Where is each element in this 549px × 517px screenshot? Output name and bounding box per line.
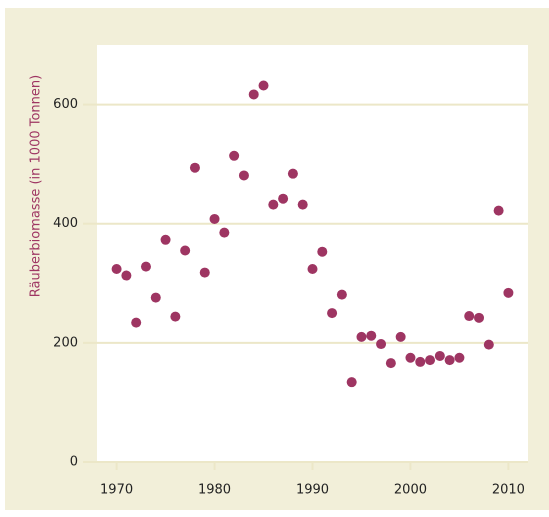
- point: [219, 227, 230, 238]
- point: [199, 267, 210, 278]
- point: [395, 331, 406, 342]
- x-tick-label: 2000: [394, 483, 427, 498]
- point: [317, 246, 328, 257]
- point: [327, 308, 338, 319]
- point: [278, 193, 289, 204]
- y-tick-label: 600: [53, 97, 78, 112]
- point: [180, 245, 191, 256]
- y-axis-label: Räuberbiomasse (in 1000 Tonnen): [29, 75, 44, 297]
- y-tick-label: 200: [53, 335, 78, 350]
- point: [140, 261, 151, 272]
- point: [307, 263, 318, 274]
- point: [503, 287, 514, 298]
- point: [474, 312, 485, 323]
- point: [131, 317, 142, 328]
- plot-area: [97, 45, 528, 462]
- point: [189, 162, 200, 173]
- x-tick-label: 1970: [100, 483, 133, 498]
- point: [229, 150, 240, 161]
- point: [170, 311, 181, 322]
- point: [336, 289, 347, 300]
- point: [346, 377, 357, 388]
- point: [248, 89, 259, 100]
- y-tick-label: 0: [70, 455, 78, 470]
- point: [434, 350, 445, 361]
- point: [209, 213, 220, 224]
- point: [121, 270, 132, 281]
- point: [444, 355, 455, 366]
- point: [160, 234, 171, 245]
- point: [493, 205, 504, 216]
- point: [425, 355, 436, 366]
- point: [454, 352, 465, 363]
- point: [415, 356, 426, 367]
- y-tick-label: 400: [53, 216, 78, 231]
- x-tick-label: 1990: [296, 483, 329, 498]
- x-tick-label: 1980: [198, 483, 231, 498]
- point: [356, 331, 367, 342]
- point: [376, 339, 387, 350]
- point: [287, 168, 298, 179]
- point: [268, 199, 279, 210]
- point: [483, 339, 494, 350]
- point: [405, 352, 416, 363]
- point: [464, 311, 475, 322]
- point: [238, 170, 249, 181]
- point: [366, 330, 377, 341]
- point: [297, 199, 308, 210]
- point: [385, 358, 396, 369]
- point: [111, 263, 122, 274]
- point: [150, 292, 161, 303]
- point: [258, 80, 269, 91]
- x-tick-label: 2010: [492, 483, 525, 498]
